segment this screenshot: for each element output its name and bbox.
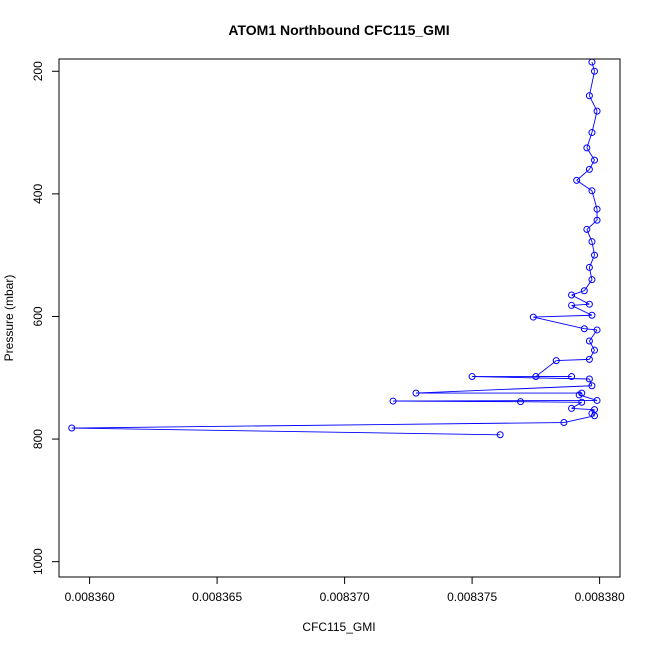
data-point bbox=[568, 404, 576, 412]
x-axis: 0.008360 0.008365 0.008370 0.008375 0.008380 bbox=[65, 577, 625, 604]
series-line-segment bbox=[591, 111, 598, 133]
data-point bbox=[591, 412, 598, 420]
data-point bbox=[412, 389, 420, 397]
data-point bbox=[573, 176, 581, 184]
series-line-segment bbox=[589, 159, 595, 170]
data-point bbox=[583, 144, 591, 152]
series-line-segment bbox=[588, 71, 595, 96]
data-point bbox=[588, 238, 596, 246]
data-point bbox=[593, 326, 601, 334]
y-axis-label: Pressure (mbar) bbox=[2, 275, 16, 362]
series-line-segment bbox=[415, 385, 592, 394]
data-point bbox=[496, 431, 504, 439]
data-point bbox=[580, 287, 588, 295]
data-point bbox=[591, 346, 598, 354]
y-tick-label: 200 bbox=[31, 61, 45, 81]
series-line-segment bbox=[535, 360, 557, 377]
data-point bbox=[593, 396, 601, 404]
y-tick-label: 800 bbox=[31, 429, 45, 449]
series-line-segment bbox=[586, 219, 598, 230]
series-line-segment bbox=[571, 407, 595, 411]
data-point bbox=[468, 373, 476, 381]
x-tick-label: 0.008370 bbox=[320, 590, 370, 604]
data-point bbox=[585, 165, 593, 173]
series-line-segment bbox=[533, 314, 592, 318]
data-point bbox=[585, 337, 593, 345]
series-line-segment bbox=[586, 147, 595, 161]
x-tick-label: 0.008365 bbox=[192, 590, 242, 604]
x-tick-label: 0.008375 bbox=[447, 590, 497, 604]
y-tick-label: 400 bbox=[31, 184, 45, 204]
series-line-segment bbox=[71, 422, 564, 429]
data-point bbox=[529, 313, 537, 321]
series-line-segment bbox=[588, 267, 593, 280]
y-tick-label: 600 bbox=[31, 306, 45, 326]
data-point bbox=[585, 263, 593, 271]
data-point bbox=[389, 397, 397, 405]
chart-title: ATOM1 Northbound CFC115_GMI bbox=[228, 22, 449, 38]
series-line-segment bbox=[556, 358, 590, 362]
x-tick-label: 0.008360 bbox=[65, 590, 115, 604]
data-point bbox=[532, 373, 540, 381]
data-point bbox=[585, 92, 593, 100]
data-point bbox=[588, 276, 596, 284]
data-point bbox=[517, 398, 525, 406]
series-line-segment bbox=[584, 328, 598, 331]
data-point bbox=[585, 375, 593, 383]
series-line-segment bbox=[588, 254, 595, 268]
series-line-segment bbox=[520, 401, 582, 403]
data-point bbox=[591, 156, 598, 164]
series-line-segment bbox=[571, 290, 585, 296]
series-line-segment bbox=[591, 241, 595, 256]
series-line-segment bbox=[589, 349, 595, 360]
data-point bbox=[593, 216, 601, 224]
data-point bbox=[588, 129, 596, 137]
data-point bbox=[588, 187, 596, 195]
x-axis-label: CFC115_GMI bbox=[302, 620, 375, 634]
series-lines bbox=[71, 61, 598, 436]
data-point bbox=[593, 107, 601, 115]
series-line-segment bbox=[583, 279, 593, 291]
series-line-segment bbox=[533, 316, 585, 330]
series-line-segment bbox=[71, 427, 501, 436]
y-axis: 200 400 600 800 1000 bbox=[31, 61, 59, 575]
y-tick-label: 1000 bbox=[31, 548, 45, 575]
data-point bbox=[568, 301, 576, 309]
data-point bbox=[552, 357, 560, 365]
data-point bbox=[588, 382, 596, 390]
data-point bbox=[591, 67, 598, 75]
series-line-segment bbox=[571, 401, 582, 409]
series-line-segment bbox=[563, 415, 595, 423]
data-point bbox=[68, 424, 76, 432]
data-point bbox=[568, 291, 576, 299]
data-point bbox=[585, 300, 593, 308]
series-line-segment bbox=[571, 305, 593, 316]
data-point bbox=[560, 419, 568, 427]
plot-frame bbox=[58, 58, 621, 578]
data-point bbox=[575, 391, 583, 399]
series-line-segment bbox=[591, 61, 595, 72]
series-line-segment bbox=[586, 229, 593, 242]
data-point bbox=[588, 311, 596, 319]
data-point bbox=[580, 325, 588, 333]
data-point bbox=[578, 398, 586, 406]
data-point bbox=[591, 251, 598, 259]
series-points bbox=[68, 58, 601, 439]
x-tick-label: 0.008380 bbox=[575, 590, 625, 604]
series-line-segment bbox=[393, 400, 521, 403]
data-point bbox=[593, 205, 601, 213]
data-point bbox=[585, 355, 593, 363]
series-line-segment bbox=[588, 378, 593, 386]
series-line-segment bbox=[591, 409, 595, 414]
series-line-segment bbox=[589, 329, 598, 342]
data-point bbox=[583, 225, 591, 233]
series-line-segment bbox=[589, 340, 595, 351]
data-point bbox=[568, 373, 576, 381]
